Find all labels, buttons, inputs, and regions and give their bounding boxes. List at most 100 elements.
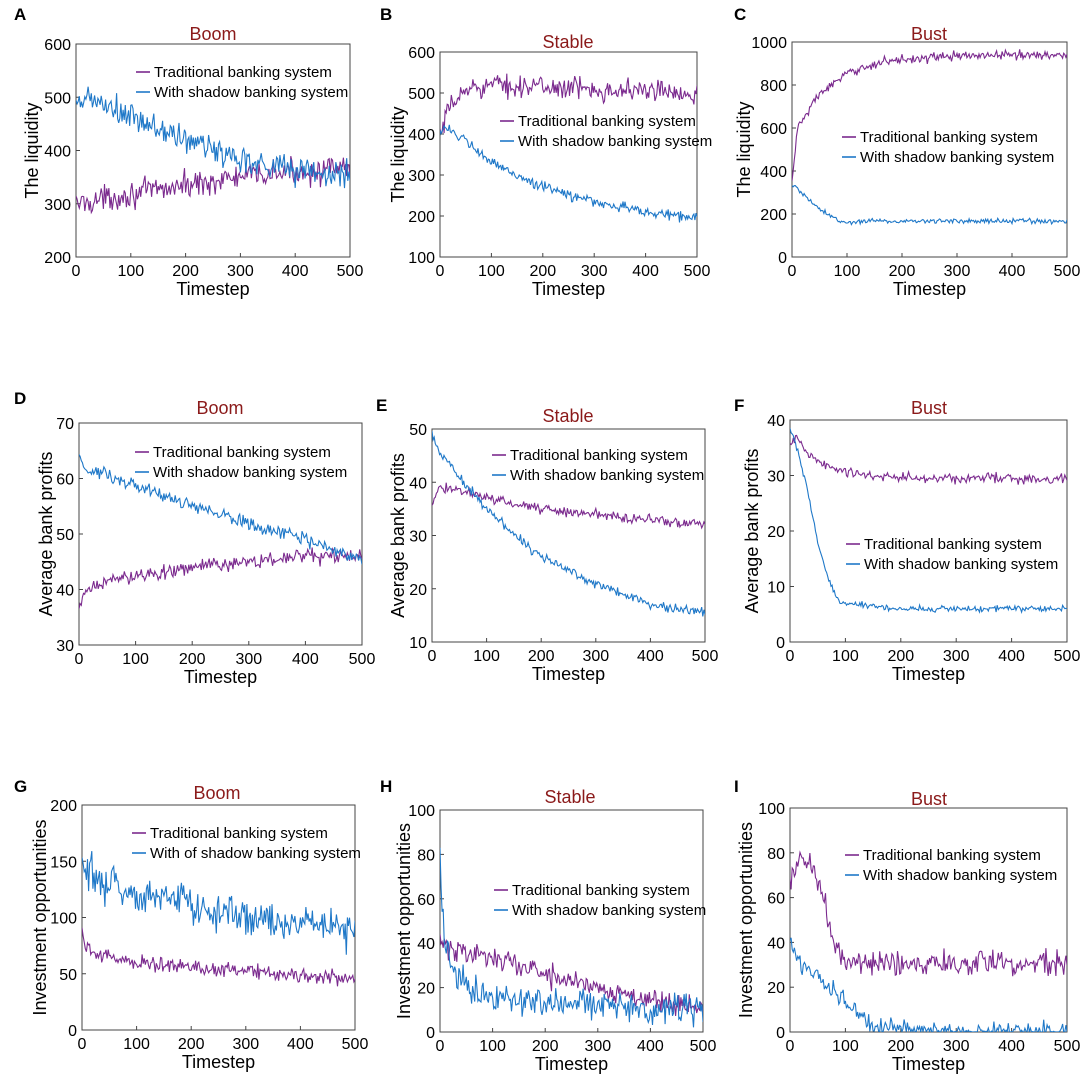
legend-label-shadow: With shadow banking system: [153, 464, 347, 481]
legend-label-shadow: With shadow banking system: [860, 149, 1054, 166]
x-tick-label: 400: [287, 1036, 314, 1053]
x-axis-label: Timestep: [893, 279, 966, 299]
x-axis-label: Timestep: [182, 1052, 255, 1072]
y-tick-label: 70: [56, 416, 74, 433]
panel-i: I Bust 0 100 200 300 400 500 0 20 40 60 80 100 Timeste…: [734, 777, 1080, 1074]
legend-label-shadow: With of shadow banking system: [150, 845, 361, 862]
chart-title: Boom: [189, 24, 236, 44]
y-axis-label: Investment opportunities: [736, 822, 756, 1018]
y-tick-label: 100: [408, 250, 435, 267]
plot-frame: [789, 807, 1068, 1033]
x-tick-label: 100: [117, 263, 144, 280]
x-tick-label: 200: [179, 651, 206, 668]
x-tick-label: 300: [584, 1038, 611, 1055]
x-tick-label: 0: [75, 651, 84, 668]
x-tick-label: 400: [292, 651, 319, 668]
x-tick-label: 300: [581, 263, 608, 280]
x-tick-label: 100: [123, 1036, 150, 1053]
series-line-shadow: [790, 937, 1067, 1032]
y-axis-label: The liquidity: [388, 106, 408, 202]
x-tick-label: 100: [122, 651, 149, 668]
x-tick-label: 300: [943, 1038, 970, 1055]
y-tick-label: 1000: [751, 35, 787, 52]
x-tick-label: 100: [832, 1038, 859, 1055]
panel-f: F Bust 0 100 200 300 400 500 0 10 20 30 40 Timestep Av…: [734, 396, 1080, 684]
x-tick-label: 500: [337, 263, 364, 280]
legend-label-traditional: Traditional banking system: [510, 447, 688, 464]
panel-h: H Stable 0 100 200 300 400 500 0 20 40 60 80 100 Times…: [380, 777, 716, 1074]
series-line-shadow: [792, 185, 1067, 226]
x-axis-label: Timestep: [535, 1054, 608, 1074]
panel-label: E: [376, 396, 387, 415]
y-tick-label: 50: [59, 967, 77, 984]
legend-label-shadow: With shadow banking system: [864, 556, 1058, 573]
x-tick-label: 0: [786, 1038, 795, 1055]
series-line-shadow: [432, 430, 705, 617]
y-tick-label: 200: [50, 798, 77, 815]
legend-label-traditional: Traditional banking system: [150, 825, 328, 842]
series-line-traditional: [432, 482, 705, 530]
legend-label-traditional: Traditional banking system: [153, 444, 331, 461]
x-tick-label: 500: [1054, 1038, 1081, 1055]
x-tick-label: 400: [632, 263, 659, 280]
y-tick-label: 300: [408, 168, 435, 185]
x-tick-label: 0: [72, 263, 81, 280]
panel-e: E Stable 0 100 200 300 400 500 10 20 30 40 50 Timeste…: [376, 396, 718, 684]
x-axis-label: Timestep: [532, 279, 605, 299]
y-tick-label: 30: [56, 638, 74, 655]
legend-label-traditional: Traditional banking system: [512, 882, 690, 899]
y-tick-label: 100: [758, 801, 785, 818]
series-line-traditional: [790, 434, 1067, 485]
y-tick-label: 40: [409, 475, 427, 492]
x-axis-label: Timestep: [176, 279, 249, 299]
y-tick-label: 800: [760, 78, 787, 95]
x-tick-label: 0: [788, 263, 797, 280]
y-axis-label: Average bank profits: [388, 453, 408, 618]
series-line-traditional: [440, 73, 697, 135]
x-tick-label: 500: [1054, 263, 1081, 280]
x-tick-label: 0: [436, 263, 445, 280]
legend-label-traditional: Traditional banking system: [154, 64, 332, 81]
plot-frame: [791, 41, 1068, 258]
y-axis-label: Average bank profits: [36, 452, 56, 617]
panel-label: H: [380, 777, 392, 796]
panel-c: C Bust 0 100 200 300 400 500 0 200 400 600 800 1000 Ti…: [734, 5, 1080, 299]
chart-title: Bust: [911, 789, 947, 809]
x-tick-label: 400: [999, 263, 1026, 280]
y-tick-label: 100: [50, 911, 77, 928]
y-tick-label: 0: [778, 250, 787, 267]
y-tick-label: 60: [767, 891, 785, 908]
series-line-shadow: [79, 454, 362, 565]
x-tick-label: 400: [637, 1038, 664, 1055]
y-tick-label: 600: [760, 121, 787, 138]
chart-title: Stable: [544, 787, 595, 807]
y-tick-label: 0: [426, 1025, 435, 1042]
y-tick-label: 60: [417, 892, 435, 909]
x-tick-label: 300: [227, 263, 254, 280]
x-tick-label: 500: [690, 1038, 717, 1055]
legend-label-shadow: With shadow banking system: [510, 467, 704, 484]
chart-title: Boom: [193, 783, 240, 803]
series-line-shadow: [82, 851, 355, 955]
y-tick-label: 400: [44, 144, 71, 161]
series-line-traditional: [790, 850, 1067, 977]
x-tick-label: 200: [889, 263, 916, 280]
y-tick-label: 80: [767, 846, 785, 863]
x-tick-label: 300: [582, 648, 609, 665]
x-tick-label: 200: [887, 648, 914, 665]
x-tick-label: 200: [887, 1038, 914, 1055]
series-line-traditional: [82, 927, 355, 987]
y-tick-label: 500: [408, 86, 435, 103]
legend-label-traditional: Traditional banking system: [518, 113, 696, 130]
x-tick-label: 300: [943, 648, 970, 665]
y-tick-label: 0: [776, 1025, 785, 1042]
x-tick-label: 200: [532, 1038, 559, 1055]
x-tick-label: 500: [349, 651, 376, 668]
x-tick-label: 200: [528, 648, 555, 665]
x-tick-label: 100: [832, 648, 859, 665]
y-tick-label: 500: [44, 90, 71, 107]
y-tick-label: 600: [44, 37, 71, 54]
